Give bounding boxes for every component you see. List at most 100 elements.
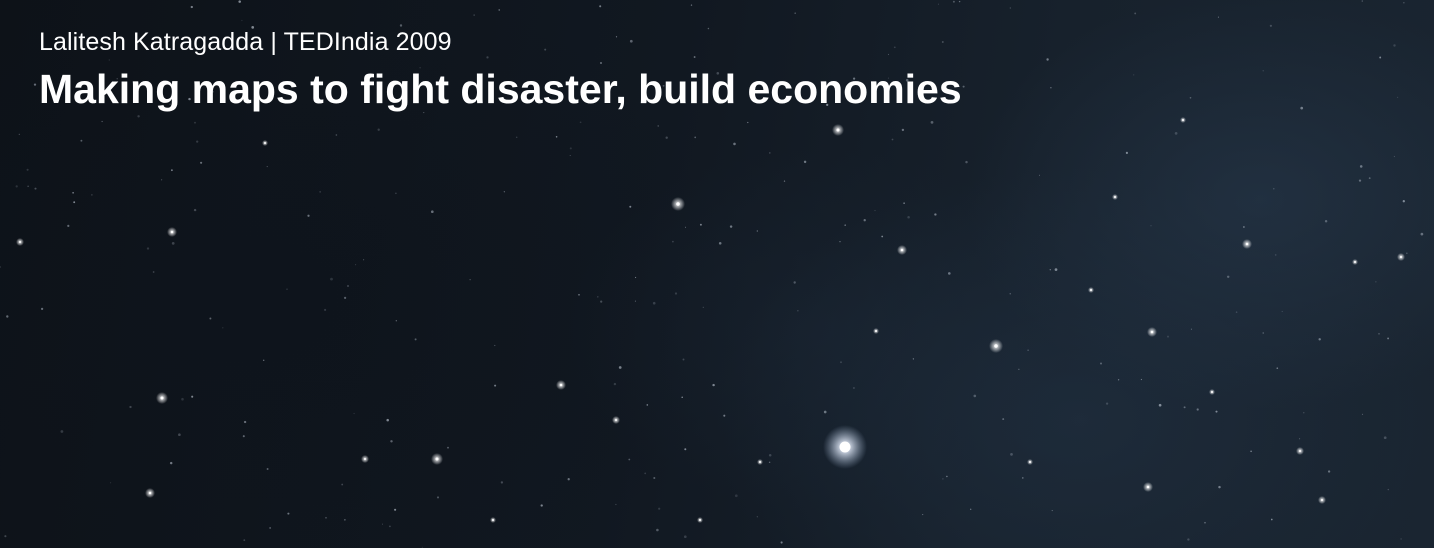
faint-star [430,210,434,214]
faint-star [194,121,196,124]
star-core [1299,450,1301,452]
faint-star [629,39,633,43]
faint-star [1276,367,1279,370]
star-core [1211,391,1213,393]
faint-star [1189,96,1192,99]
faint-star [1100,362,1102,365]
faint-star [286,288,288,290]
faint-star [1303,412,1305,414]
faint-star [169,103,171,105]
faint-star [395,320,397,322]
faint-star [597,296,599,298]
faint-star [1204,521,1206,524]
faint-star [1125,151,1128,154]
faint-star [18,133,20,136]
star-core [875,330,877,332]
faint-star [891,138,894,141]
faint-star [423,112,425,114]
faint-star [390,440,393,443]
faint-star [658,507,661,510]
faint-star [1270,518,1273,521]
faint-star [325,516,327,519]
faint-star [1281,310,1283,313]
faint-star [4,535,7,538]
faint-star [238,0,241,3]
speaker-name: Lalitesh Katragadda [39,28,264,56]
faint-star [355,264,357,266]
faint-star [1318,338,1321,341]
star-core [264,142,266,144]
faint-star [494,344,496,347]
faint-star [901,128,905,132]
faint-star [414,338,417,341]
faint-star [803,160,807,164]
faint-star [307,214,310,217]
faint-star [826,103,829,107]
star-core [900,248,904,252]
faint-star [1049,268,1052,271]
faint-star [1403,2,1405,4]
faint-star [881,235,884,238]
faint-star [970,508,972,510]
faint-star [907,215,910,219]
star-core [676,202,680,206]
faint-star [0,266,2,268]
faint-star [1387,488,1390,491]
faint-star [646,404,649,406]
faint-star [1269,24,1272,27]
faint-star [1215,410,1218,413]
faint-star [599,5,602,8]
faint-star [1174,132,1178,135]
faint-star [681,396,683,399]
faint-star [146,247,150,250]
faint-star [903,202,905,204]
faint-star [1420,232,1424,236]
faint-star [486,56,489,59]
faint-star [1187,538,1190,541]
event-name: TEDIndia 2009 [283,28,452,56]
faint-star [191,395,194,398]
faint-star [756,230,758,232]
faint-star [353,412,355,415]
faint-star [579,121,582,124]
faint-star [682,358,685,361]
faint-star [343,296,347,300]
faint-star [1167,335,1169,338]
star-core [492,519,494,521]
faint-star [665,136,668,139]
star-core [160,396,164,400]
faint-star [599,61,603,65]
faint-star [958,0,961,3]
star-core [994,344,998,348]
faint-star [600,300,603,303]
faint-star [80,139,83,142]
faint-star [1196,408,1199,411]
faint-star [947,272,951,275]
faint-star [1299,438,1301,440]
faint-star [693,56,696,58]
faint-star [840,361,842,364]
faint-star [498,9,500,11]
faint-star [934,213,937,216]
faint-star [1327,470,1331,473]
faint-star [941,41,944,43]
talk-title: Making maps to fight disaster, build eco… [39,66,962,112]
faint-star [629,205,632,208]
faint-star [1105,402,1109,405]
faint-star [15,185,18,188]
faint-star [419,67,421,69]
faint-star [1383,436,1387,440]
faint-star [922,514,924,516]
faint-star [319,191,321,193]
faint-star [930,121,934,124]
faint-star [269,527,271,529]
faint-star [905,78,909,82]
faint-star [1021,477,1024,479]
faint-star [852,77,856,80]
faint-star [222,327,224,329]
faint-star [503,191,505,193]
faint-star [569,147,572,150]
faint-star [937,3,939,5]
